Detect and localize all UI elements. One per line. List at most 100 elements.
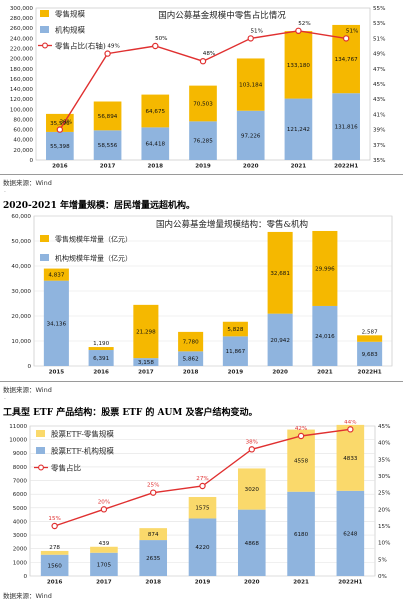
bar-retail	[284, 31, 313, 99]
bar-label-retail: 64,675	[145, 109, 165, 115]
x-tick-label: 2019	[195, 164, 211, 170]
legend-label: 零售占比	[51, 463, 81, 473]
x-tick-label: 2018	[147, 164, 163, 170]
y-tick-label: 80,000	[13, 117, 33, 123]
y2-tick-label: 37%	[373, 143, 385, 149]
line-point	[295, 27, 302, 34]
line-point	[152, 42, 159, 50]
y2-tick-label: 35%	[378, 457, 390, 463]
line-data-label: 49%	[107, 44, 119, 50]
y2-tick-label: 30%	[378, 474, 390, 480]
bar-label-institutional: 9,683	[362, 352, 378, 358]
x-tick-label: 2016	[47, 580, 63, 586]
y-tick-label: 2000	[13, 547, 28, 553]
bar-label-retail: 133,180	[287, 63, 311, 69]
legend-marker	[38, 464, 44, 471]
x-tick-label: 2021	[293, 580, 309, 586]
bar-label-retail: 4,837	[48, 273, 64, 279]
y-tick-label: 60,000	[13, 128, 33, 134]
bar-institutional	[188, 518, 217, 576]
bar-retail	[312, 230, 338, 306]
x-tick-label: 2015	[49, 370, 65, 376]
y-tick-label: 6000	[13, 492, 28, 498]
legend-marker	[42, 42, 48, 49]
y-tick-label: 8000	[13, 465, 28, 471]
line-data-label: 50%	[155, 36, 167, 42]
bar-label-institutional: 76,285	[193, 139, 213, 145]
line-point	[247, 35, 254, 42]
bar-institutional	[88, 350, 114, 366]
bar-label-retail: 2,587	[362, 329, 378, 335]
y2-tick-label: 20%	[378, 507, 390, 513]
line-point	[297, 432, 305, 440]
y2-tick-label: 5%	[378, 557, 387, 563]
line-data-label: 20%	[98, 499, 110, 505]
bar-label-institutional: 6,391	[93, 356, 109, 362]
y-tick-label: 240,000	[10, 36, 34, 42]
bar-institutional	[93, 130, 122, 160]
bar-label-retail: 35,596	[50, 121, 70, 127]
y-tick-label: 4000	[13, 519, 28, 525]
bar-institutional	[332, 93, 360, 160]
x-tick-label: 2021	[317, 370, 333, 376]
legend-swatch	[40, 10, 49, 17]
line-data-label: 42%	[295, 426, 307, 432]
dot-marker: .	[4, 187, 6, 194]
bar-label-institutional: 131,816	[335, 125, 359, 131]
bar-retail	[43, 268, 69, 281]
bar-label-institutional: 1560	[48, 563, 63, 569]
bar-institutional	[336, 490, 365, 576]
bar-institutional	[267, 313, 293, 366]
line-data-label: 51%	[250, 28, 262, 34]
chart-increment-structure: 0 10,000 20,000 30,000 40,000 50,000 60,000 201…	[0, 210, 403, 380]
bar-label-institutional: 2635	[146, 556, 161, 562]
legend-label: 零售规模	[55, 9, 85, 19]
x-tick-label: 2020	[272, 370, 288, 376]
bar-label-institutional: 121,242	[287, 127, 310, 133]
legend-swatch	[40, 254, 49, 261]
divider	[0, 174, 403, 175]
bar-label-retail: 3020	[245, 487, 260, 493]
bar-retail	[287, 429, 315, 492]
line-data-label: 15%	[48, 516, 60, 522]
y-tick-label: 200,000	[10, 57, 34, 63]
bar-institutional	[287, 491, 315, 576]
y-tick-label: 120,000	[10, 97, 34, 103]
bar-institutional	[46, 131, 74, 160]
source-note: 数据来源：Wind	[3, 179, 52, 187]
bar-retail	[93, 101, 122, 131]
x-tick-label: 2022H1	[338, 580, 362, 586]
y2-tick-label: 41%	[373, 112, 385, 118]
legend-label: 股票ETF-机构规模	[51, 446, 114, 456]
bar-retail	[133, 304, 159, 359]
bar-retail	[237, 468, 266, 510]
line-point	[347, 426, 354, 433]
y2-tick-label: 39%	[373, 128, 385, 134]
y2-tick-label: 15%	[378, 524, 390, 530]
bar-label-retail: 21,298	[136, 329, 156, 335]
x-tick-label: 2019	[195, 580, 211, 586]
y-tick-label: 60,000	[11, 214, 31, 220]
legend-label: 股票ETF-零售规模	[51, 429, 114, 439]
dot-marker: .	[4, 394, 6, 401]
bar-label-institutional: 4220	[195, 545, 210, 551]
line-data-label: 27%	[196, 476, 208, 482]
y-tick-label: 160,000	[10, 77, 34, 83]
line-point	[100, 506, 108, 513]
bar-label-institutional: 1705	[97, 562, 112, 568]
y2-tick-label: 45%	[378, 424, 390, 430]
y-tick-label: 30,000	[11, 289, 31, 295]
bar-institutional	[236, 110, 265, 160]
bar-label-retail: 439	[99, 541, 110, 547]
section-title-increment: 2020-2021 年增量规模：居民增量远超机构。	[3, 201, 195, 211]
bar-label-retail: 1575	[195, 506, 210, 512]
bar-institutional	[189, 121, 217, 160]
x-tick-label: 2016	[93, 370, 109, 376]
bar-institutional	[90, 552, 118, 576]
y-tick-label: 0	[27, 364, 31, 370]
x-tick-label: 2020	[244, 580, 260, 586]
chart-title: 国内公募基金增量规模结构：零售&机构	[156, 219, 308, 230]
source-note: 数据来源：Wind	[3, 386, 52, 394]
x-tick-label: 2017	[138, 370, 154, 376]
bar-institutional	[237, 509, 266, 576]
